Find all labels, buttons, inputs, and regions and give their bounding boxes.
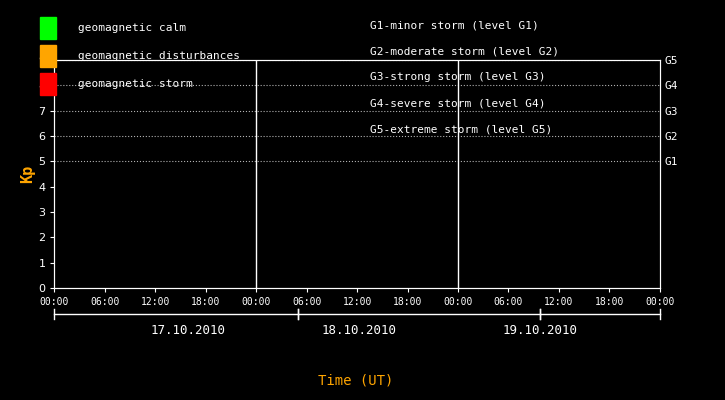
Text: G3-strong storm (level G3): G3-strong storm (level G3) (370, 72, 545, 82)
Text: G1-minor storm (level G1): G1-minor storm (level G1) (370, 20, 539, 30)
Text: G2-moderate storm (level G2): G2-moderate storm (level G2) (370, 46, 559, 56)
Text: 17.10.2010: 17.10.2010 (151, 324, 226, 336)
Text: 19.10.2010: 19.10.2010 (502, 324, 578, 336)
Text: G5-extreme storm (level G5): G5-extreme storm (level G5) (370, 124, 552, 134)
Text: Time (UT): Time (UT) (318, 373, 393, 387)
Text: geomagnetic calm: geomagnetic calm (78, 23, 186, 33)
Y-axis label: Kp: Kp (20, 165, 36, 183)
Text: G4-severe storm (level G4): G4-severe storm (level G4) (370, 98, 545, 108)
Text: geomagnetic storm: geomagnetic storm (78, 79, 192, 89)
Text: 18.10.2010: 18.10.2010 (321, 324, 397, 336)
Text: geomagnetic disturbances: geomagnetic disturbances (78, 51, 239, 61)
